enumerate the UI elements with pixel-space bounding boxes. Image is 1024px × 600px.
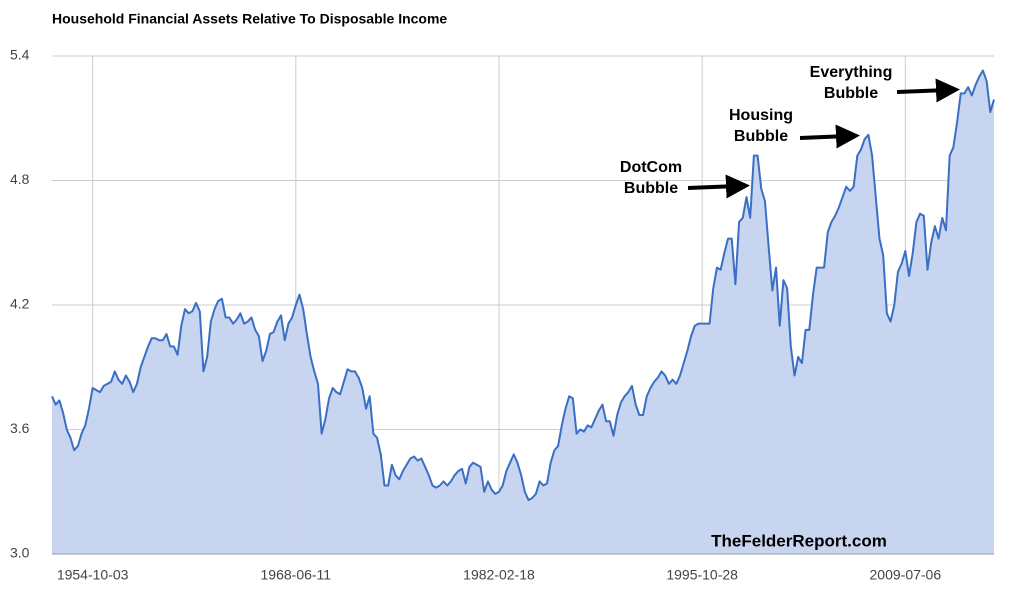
y-tick-label: 3.0 — [10, 545, 30, 561]
annotation-text: Bubble — [824, 85, 878, 102]
area-fill — [52, 70, 994, 554]
x-tick-label: 1968-06-11 — [261, 567, 332, 583]
y-tick-label: 3.6 — [10, 420, 30, 436]
annotation-arrow — [896, 78, 960, 103]
annotation-text: Bubble — [624, 180, 678, 197]
annotation-arrow — [799, 124, 860, 149]
annotation-text: DotCom — [620, 159, 682, 176]
annotation-text: Housing — [729, 107, 793, 124]
x-tick-label: 1982-02-18 — [463, 567, 535, 583]
y-tick-label: 4.8 — [10, 171, 30, 187]
annotation-text: Everything — [810, 64, 893, 81]
x-tick-label: 1954-10-03 — [57, 567, 129, 583]
line — [51, 69, 995, 502]
x-tick-label: 1995-10-28 — [666, 567, 738, 583]
chart-title: Household Financial Assets Relative To D… — [52, 11, 447, 27]
y-tick-label: 4.2 — [10, 296, 30, 312]
watermark: TheFelderReport.com — [711, 531, 887, 550]
x-tick-label: 2009-07-06 — [870, 567, 942, 583]
annotation-arrow — [687, 174, 750, 199]
y-tick-label: 5.4 — [10, 47, 30, 63]
annotation-text: Bubble — [734, 128, 788, 145]
